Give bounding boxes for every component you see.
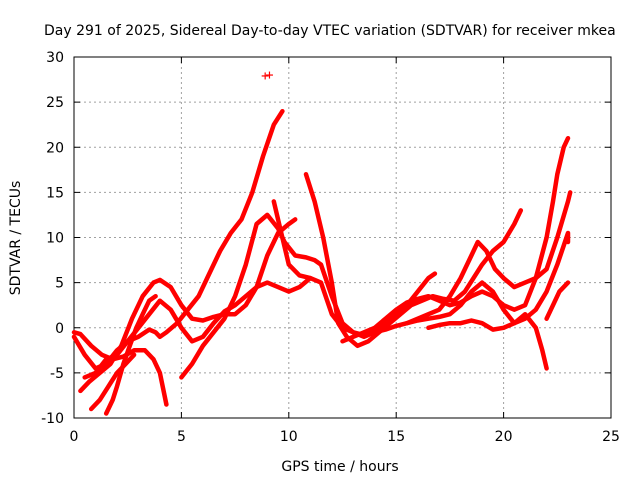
series-track-8 (271, 199, 438, 338)
x-tick-label: 25 (602, 429, 620, 445)
data-layer (71, 71, 573, 416)
outlier-marker (265, 71, 273, 79)
y-tick-label: -10 (41, 411, 64, 427)
x-tick-label: 5 (177, 429, 186, 445)
series-track-4 (82, 275, 313, 380)
series-track-12 (404, 280, 549, 371)
series-track-3 (78, 217, 298, 394)
x-tick-label: 10 (280, 429, 298, 445)
x-tick-label: 0 (70, 429, 79, 445)
series-track-13 (426, 230, 571, 332)
x-axis-label: GPS time / hours (281, 459, 398, 475)
y-tick-label: 25 (46, 95, 64, 111)
y-axis-label: SDTVAR / TECUs (8, 181, 24, 296)
series-track-6 (88, 352, 137, 412)
series-track-14 (544, 280, 571, 321)
y-tick-label: 20 (46, 140, 64, 156)
tick-layer: -10 -5 0 5 10 15 20 25 30 0 5 10 15 20 25 (41, 50, 620, 445)
y-tick-label: 30 (46, 50, 64, 66)
chart-title: Day 291 of 2025, Sidereal Day-to-day VTE… (44, 23, 616, 39)
series-track-2 (71, 330, 169, 407)
x-tick-label: 15 (387, 429, 405, 445)
x-tick-label: 20 (495, 429, 513, 445)
y-tick-label: 10 (46, 231, 64, 247)
y-tick-label: 15 (46, 185, 64, 201)
series-track-9 (303, 172, 524, 349)
y-tick-label: 5 (55, 276, 64, 292)
series-track-5 (103, 293, 158, 416)
y-tick-label: 0 (55, 321, 64, 337)
grid-layer (74, 57, 611, 418)
y-tick-label: -5 (50, 366, 64, 382)
outlier-marker (261, 72, 269, 80)
